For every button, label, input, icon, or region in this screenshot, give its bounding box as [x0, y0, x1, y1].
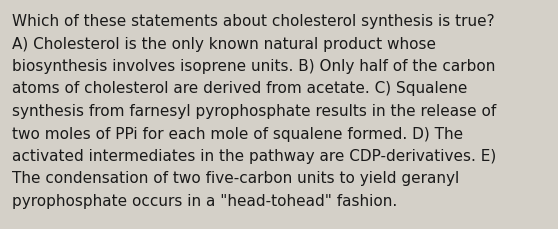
Text: atoms of cholesterol are derived from acetate. C) Squalene: atoms of cholesterol are derived from ac… — [12, 81, 468, 96]
Text: Which of these statements about cholesterol synthesis is true?: Which of these statements about choleste… — [12, 14, 494, 29]
Text: pyrophosphate occurs in a "head-tohead" fashion.: pyrophosphate occurs in a "head-tohead" … — [12, 193, 397, 208]
Text: activated intermediates in the pathway are CDP-derivatives. E): activated intermediates in the pathway a… — [12, 148, 496, 163]
Text: synthesis from farnesyl pyrophosphate results in the release of: synthesis from farnesyl pyrophosphate re… — [12, 104, 496, 118]
Text: The condensation of two five-carbon units to yield geranyl: The condensation of two five-carbon unit… — [12, 171, 459, 186]
Text: two moles of PPi for each mole of squalene formed. D) The: two moles of PPi for each mole of squale… — [12, 126, 463, 141]
Text: biosynthesis involves isoprene units. B) Only half of the carbon: biosynthesis involves isoprene units. B)… — [12, 59, 496, 74]
Text: A) Cholesterol is the only known natural product whose: A) Cholesterol is the only known natural… — [12, 36, 436, 51]
